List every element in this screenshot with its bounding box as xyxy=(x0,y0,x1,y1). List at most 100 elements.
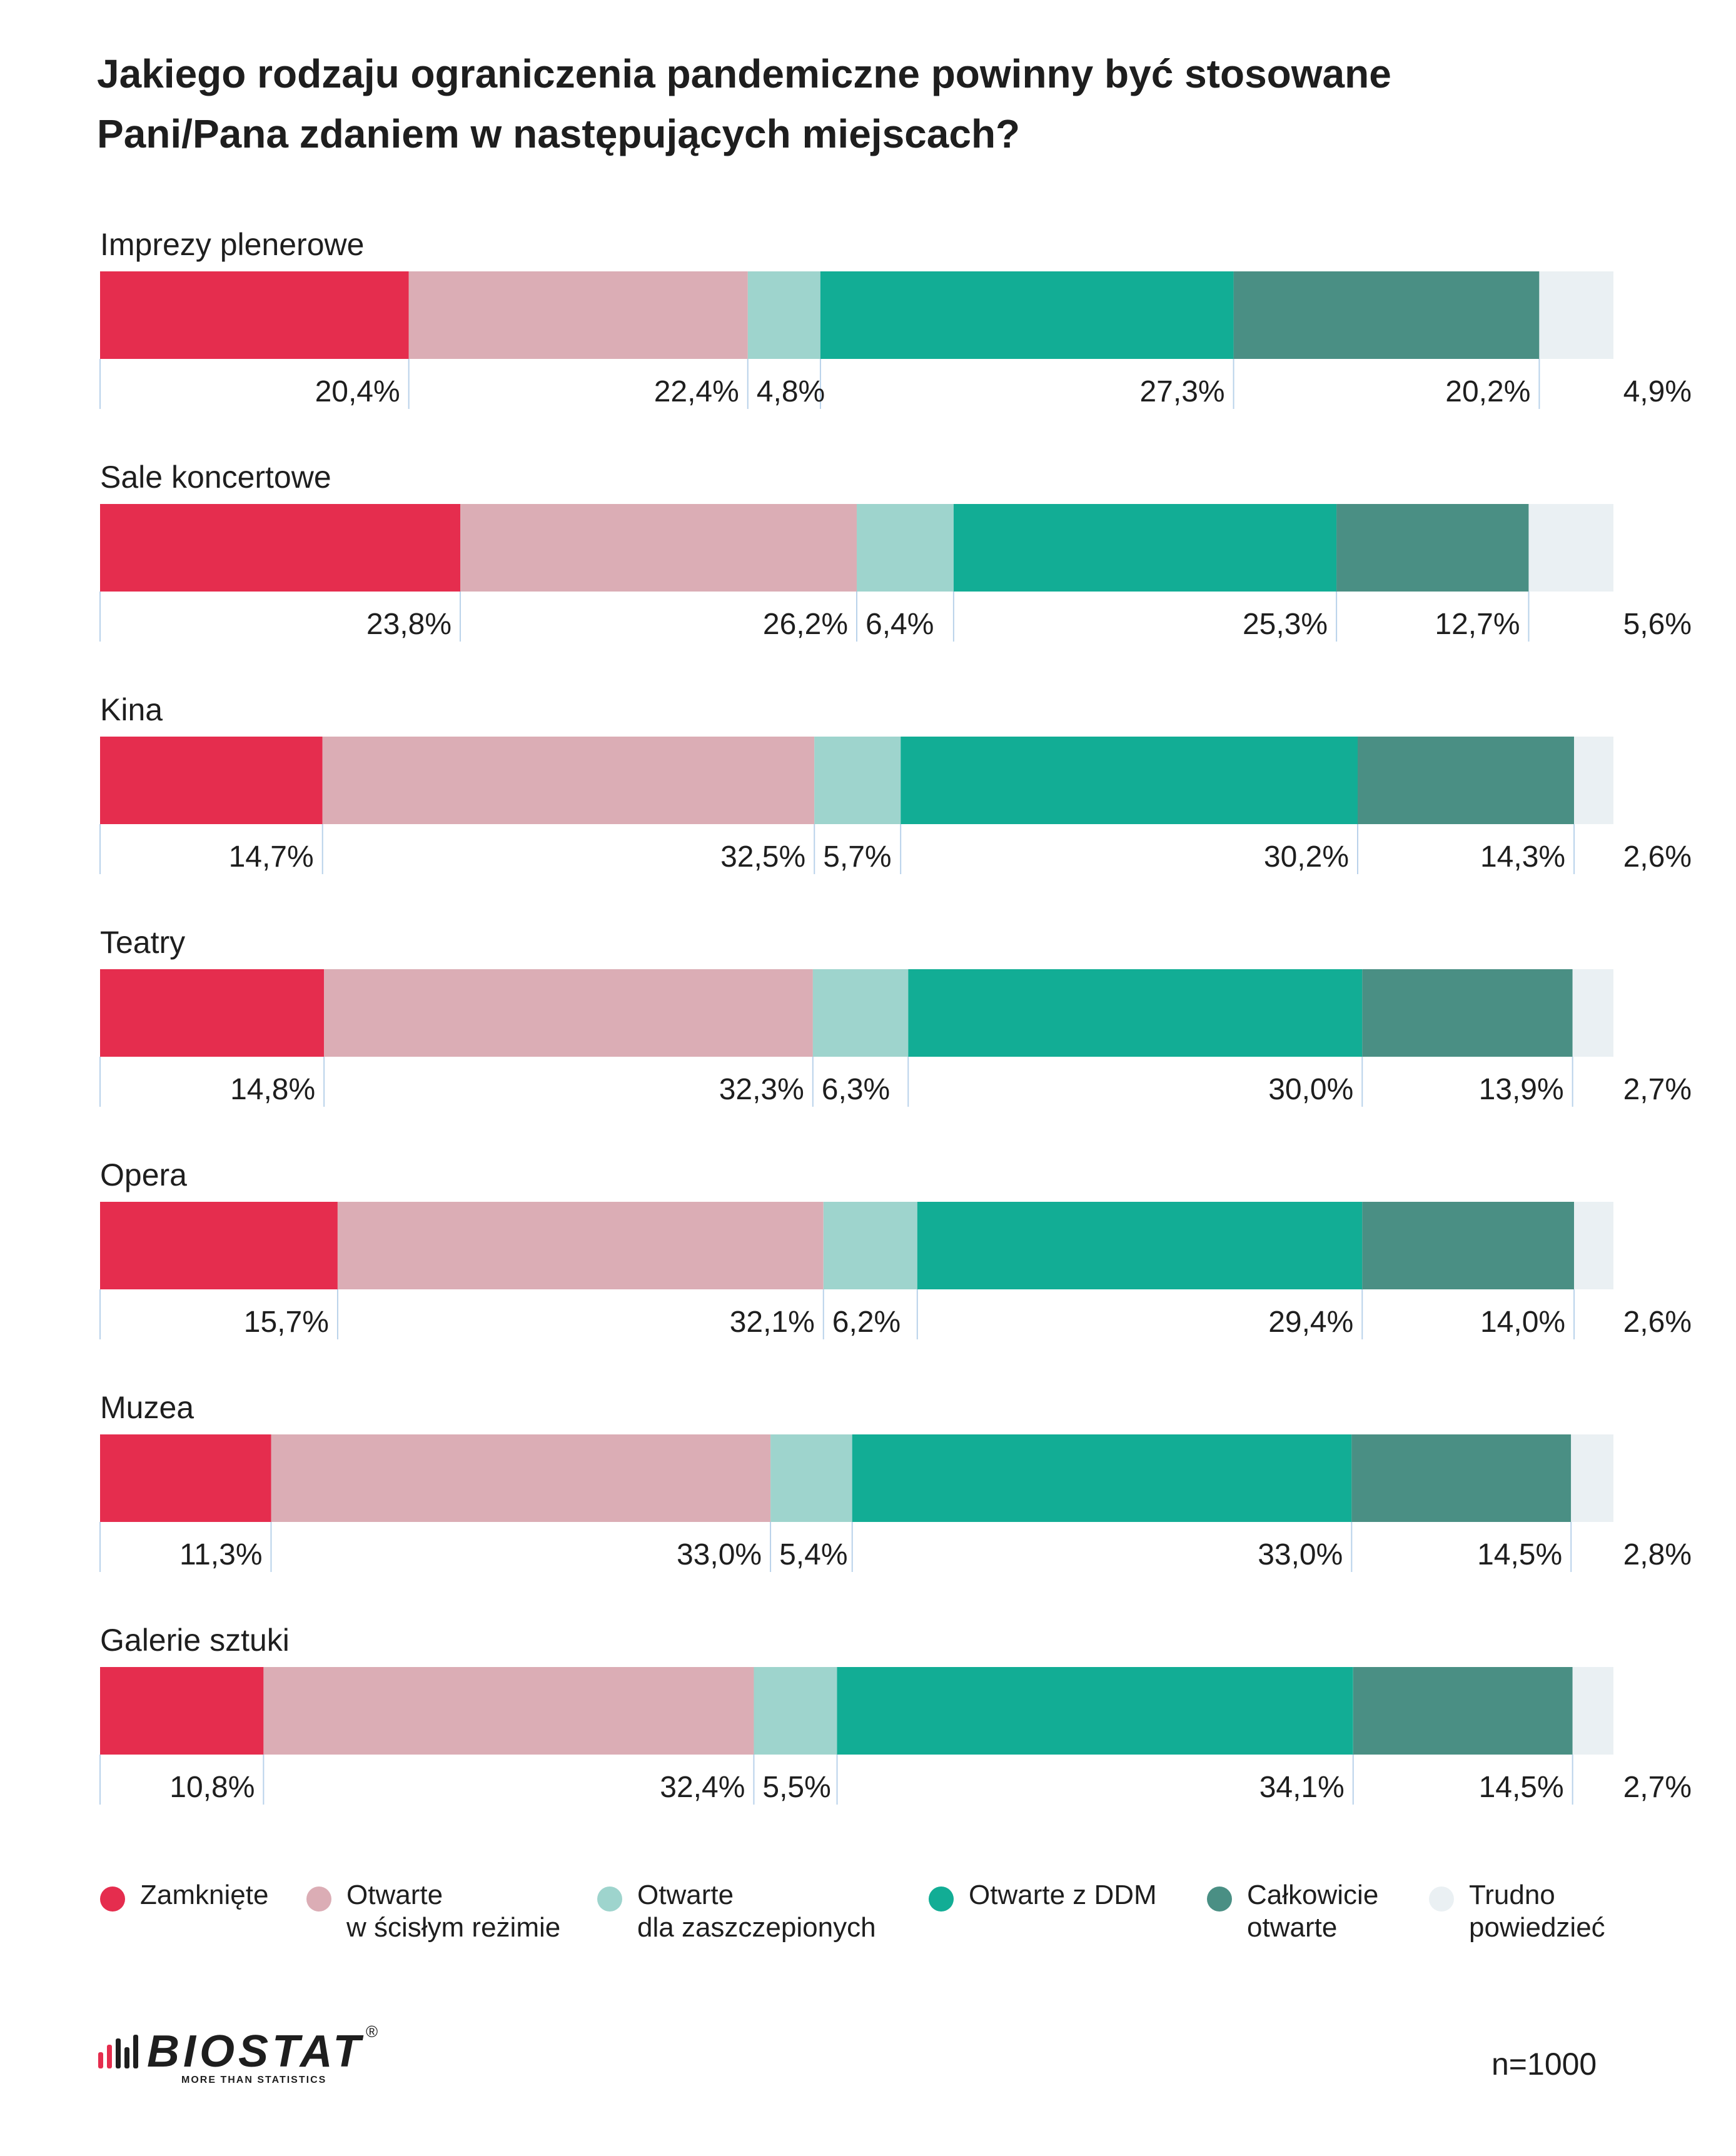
category-label-kina: Kina xyxy=(100,692,163,727)
value-label-kina-zamkniete: 14,7% xyxy=(229,840,314,874)
logo-bars-icon xyxy=(98,2035,138,2068)
bar-segment-imprezy-plenerowe-otwarte-w-scislym-rezimie xyxy=(408,271,748,359)
bar-segment-kina-trudno-powiedziec xyxy=(1574,737,1613,824)
bar-segment-galerie-sztuki-otwarte-dla-zaszczepionych xyxy=(754,1667,837,1755)
value-label-muzea-calkowicie-otwarte: 14,5% xyxy=(1477,1538,1562,1571)
bar-segment-teatry-otwarte-dla-zaszczepionych xyxy=(812,969,909,1057)
bar-segment-sale-koncertowe-trudno-powiedziec xyxy=(1528,504,1613,592)
value-label-teatry-otwarte-dla-zaszczepionych: 6,3% xyxy=(822,1073,890,1106)
value-label-teatry-otwarte-w-scislym-rezimie: 32,3% xyxy=(719,1073,804,1106)
bar-segment-kina-otwarte-z-ddm xyxy=(901,737,1358,824)
value-label-opera-zamkniete: 15,7% xyxy=(244,1306,329,1339)
value-label-kina-otwarte-w-scislym-rezimie: 32,5% xyxy=(720,840,805,874)
bar-segment-sale-koncertowe-otwarte-w-scislym-rezimie xyxy=(460,504,857,592)
legend-label-trudno-powiedziec: Trudno powiedzieć xyxy=(1469,1880,1605,1943)
legend-item-otwarte-dla-zaszczepionych: Otwarte dla zaszczepionych xyxy=(597,1879,876,1944)
bar-segment-opera-otwarte-z-ddm xyxy=(917,1202,1363,1289)
value-label-galerie-sztuki-zamkniete: 10,8% xyxy=(169,1771,255,1804)
bar-segment-muzea-otwarte-dla-zaszczepionych xyxy=(770,1434,852,1522)
category-label-imprezy-plenerowe: Imprezy plenerowe xyxy=(100,227,364,262)
bar-segment-muzea-trudno-powiedziec xyxy=(1571,1434,1613,1522)
value-label-teatry-trudno-powiedziec: 2,7% xyxy=(1623,1073,1692,1106)
value-label-sale-koncertowe-trudno-powiedziec: 5,6% xyxy=(1623,608,1692,641)
value-label-sale-koncertowe-otwarte-dla-zaszczepionych: 6,4% xyxy=(865,608,934,641)
sample-size-note: n=1000 xyxy=(1491,2047,1597,2082)
bar-segment-opera-zamkniete xyxy=(100,1202,338,1289)
bar-segment-kina-otwarte-dla-zaszczepionych xyxy=(814,737,901,824)
value-label-galerie-sztuki-otwarte-dla-zaszczepionych: 5,5% xyxy=(762,1771,830,1804)
value-label-opera-otwarte-w-scislym-rezimie: 32,1% xyxy=(730,1306,815,1339)
value-label-sale-koncertowe-zamkniete: 23,8% xyxy=(366,608,452,641)
legend-swatch-otwarte-w-scislym-rezimie xyxy=(306,1886,331,1912)
bar-segment-sale-koncertowe-calkowicie-otwarte xyxy=(1336,504,1529,592)
bar-segment-teatry-otwarte-z-ddm xyxy=(908,969,1363,1057)
logo-tagline: MORE THAN STATISTICS xyxy=(181,2075,327,2085)
biostat-logo: BIOSTAT ® MORE THAN STATISTICS xyxy=(97,2022,397,2085)
chart-legend: Zamknięte Otwarte w ścisłym reżimie Otwa… xyxy=(100,1879,1663,1967)
value-label-imprezy-plenerowe-zamkniete: 20,4% xyxy=(315,375,400,408)
bar-segment-kina-calkowicie-otwarte xyxy=(1358,737,1575,824)
value-label-kina-calkowicie-otwarte: 14,3% xyxy=(1480,840,1565,874)
legend-item-otwarte-w-scislym-rezimie: Otwarte w ścisłym reżimie xyxy=(306,1879,560,1944)
chart-title: Jakiego rodzaju ograniczenia pandemiczne… xyxy=(97,44,1598,164)
value-label-galerie-sztuki-otwarte-w-scislym-rezimie: 32,4% xyxy=(660,1771,745,1804)
bar-segment-teatry-zamkniete xyxy=(100,969,325,1057)
logo-brand: BIOSTAT xyxy=(147,2027,365,2077)
value-label-teatry-otwarte-z-ddm: 30,0% xyxy=(1268,1073,1353,1106)
bar-segment-muzea-zamkniete xyxy=(100,1434,271,1522)
value-label-imprezy-plenerowe-otwarte-z-ddm: 27,3% xyxy=(1139,375,1224,408)
value-label-sale-koncertowe-otwarte-w-scislym-rezimie: 26,2% xyxy=(763,608,848,641)
bar-segment-opera-trudno-powiedziec xyxy=(1574,1202,1613,1289)
category-label-muzea: Muzea xyxy=(100,1390,194,1425)
value-label-kina-otwarte-z-ddm: 30,2% xyxy=(1264,840,1349,874)
value-label-galerie-sztuki-otwarte-z-ddm: 34,1% xyxy=(1259,1771,1345,1804)
value-label-imprezy-plenerowe-trudno-powiedziec: 4,9% xyxy=(1623,375,1692,408)
legend-swatch-zamkniete xyxy=(100,1886,125,1912)
value-label-sale-koncertowe-otwarte-z-ddm: 25,3% xyxy=(1243,608,1328,641)
bar-segment-galerie-sztuki-calkowicie-otwarte xyxy=(1353,1667,1573,1755)
bar-segment-muzea-calkowicie-otwarte xyxy=(1351,1434,1572,1522)
value-label-opera-otwarte-dla-zaszczepionych: 6,2% xyxy=(832,1306,901,1339)
bar-segment-sale-koncertowe-zamkniete xyxy=(100,504,460,592)
legend-swatch-otwarte-dla-zaszczepionych xyxy=(597,1886,622,1912)
bar-segment-imprezy-plenerowe-calkowicie-otwarte xyxy=(1233,271,1540,359)
chart-title-line-2: Pani/Pana zdaniem w następujących miejsc… xyxy=(97,111,1021,156)
bar-segment-galerie-sztuki-otwarte-z-ddm xyxy=(837,1667,1353,1755)
bar-segment-galerie-sztuki-trudno-powiedziec xyxy=(1572,1667,1613,1755)
value-label-muzea-otwarte-w-scislym-rezimie: 33,0% xyxy=(677,1538,762,1571)
value-label-imprezy-plenerowe-calkowicie-otwarte: 20,2% xyxy=(1445,375,1530,408)
bar-segment-sale-koncertowe-otwarte-z-ddm xyxy=(953,504,1337,592)
legend-item-otwarte-z-ddm: Otwarte z DDM xyxy=(929,1879,1157,1912)
value-label-muzea-otwarte-z-ddm: 33,0% xyxy=(1258,1538,1343,1571)
bar-segment-kina-zamkniete xyxy=(100,737,323,824)
bar-segment-teatry-trudno-powiedziec xyxy=(1572,969,1613,1057)
value-label-sale-koncertowe-calkowicie-otwarte: 12,7% xyxy=(1435,608,1520,641)
category-label-teatry: Teatry xyxy=(100,925,185,960)
legend-swatch-otwarte-z-ddm xyxy=(929,1886,954,1912)
value-label-kina-trudno-powiedziec: 2,6% xyxy=(1623,840,1692,874)
bar-segment-opera-calkowicie-otwarte xyxy=(1362,1202,1575,1289)
value-label-opera-otwarte-z-ddm: 29,4% xyxy=(1268,1306,1353,1339)
legend-swatch-trudno-powiedziec xyxy=(1429,1886,1454,1912)
bar-segment-teatry-calkowicie-otwarte xyxy=(1362,969,1573,1057)
bar-segment-imprezy-plenerowe-otwarte-z-ddm xyxy=(820,271,1234,359)
legend-label-otwarte-w-scislym-rezimie: Otwarte w ścisłym reżimie xyxy=(346,1880,561,1943)
bar-segment-imprezy-plenerowe-otwarte-dla-zaszczepionych xyxy=(747,271,820,359)
category-label-sale-koncertowe: Sale koncertowe xyxy=(100,460,331,495)
bar-segment-opera-otwarte-w-scislym-rezimie xyxy=(337,1202,824,1289)
value-label-muzea-trudno-powiedziec: 2,8% xyxy=(1623,1538,1692,1571)
legend-item-trudno-powiedziec: Trudno powiedzieć xyxy=(1429,1879,1605,1944)
stacked-bar-chart: Imprezy plenerowe 20,4% 22,4% 4,8% 27,3% 20,2… xyxy=(99,227,1692,1805)
value-label-muzea-otwarte-dla-zaszczepionych: 5,4% xyxy=(779,1538,847,1571)
legend-label-zamkniete: Zamknięte xyxy=(140,1880,269,1910)
value-label-imprezy-plenerowe-otwarte-dla-zaszczepionych: 4,8% xyxy=(757,375,825,408)
value-label-muzea-zamkniete: 11,3% xyxy=(179,1538,263,1571)
bar-segment-sale-koncertowe-otwarte-dla-zaszczepionych xyxy=(857,504,954,592)
value-label-imprezy-plenerowe-otwarte-w-scislym-rezimie: 22,4% xyxy=(654,375,739,408)
logo-registered-mark: ® xyxy=(366,2022,378,2041)
value-label-opera-calkowicie-otwarte: 14,0% xyxy=(1480,1306,1565,1339)
legend-item-zamkniete: Zamknięte xyxy=(100,1879,268,1912)
legend-label-otwarte-z-ddm: Otwarte z DDM xyxy=(969,1880,1157,1910)
bar-segment-opera-otwarte-dla-zaszczepionych xyxy=(823,1202,917,1289)
bar-segment-imprezy-plenerowe-trudno-powiedziec xyxy=(1539,271,1613,359)
